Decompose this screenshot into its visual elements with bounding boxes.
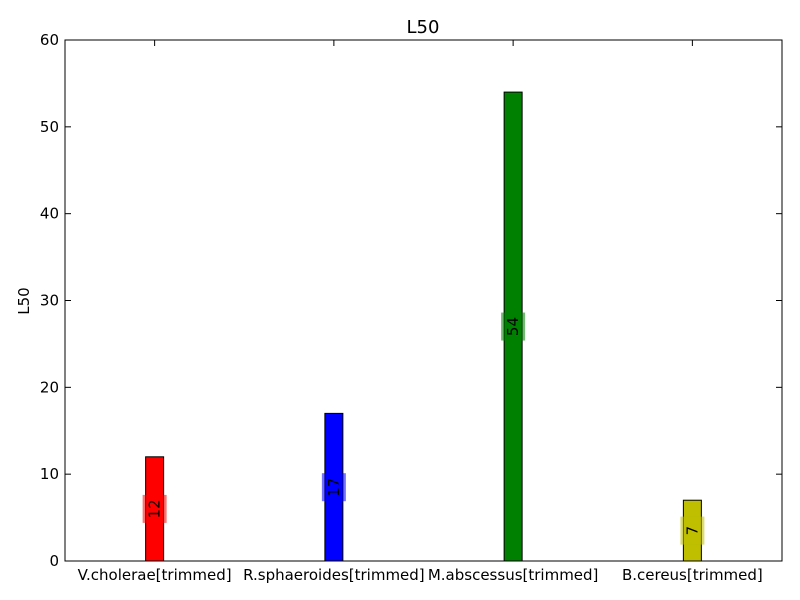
y-tick-label: 50 [40, 118, 59, 136]
x-tick-label: B.cereus[trimmed] [622, 566, 763, 584]
y-tick-label: 40 [40, 205, 59, 223]
data-label-box [680, 516, 705, 545]
x-tick-label: M.abscessus[trimmed] [428, 566, 599, 584]
y-axis: 0 10 20 30 40 50 60 [40, 31, 782, 570]
y-axis-label: L50 [15, 287, 33, 314]
data-label-box [142, 494, 167, 523]
plot-frame [64, 39, 783, 562]
x-tick-label: V.cholerae[trimmed] [78, 566, 232, 584]
y-tick-label: 0 [49, 552, 59, 570]
x-tick-label: R.sphaeroides[trimmed] [243, 566, 425, 584]
data-label-box [321, 473, 346, 502]
data-label: 12 [146, 499, 164, 518]
data-label-box [501, 312, 526, 341]
bars: 12 17 54 7 [142, 91, 705, 562]
chart-title: L50 [407, 17, 440, 38]
y-tick-label: 60 [40, 31, 59, 49]
y-tick-label: 20 [40, 378, 59, 396]
y-tick-label: 30 [40, 292, 59, 310]
data-label: 17 [325, 478, 343, 497]
data-label: 7 [683, 526, 701, 536]
y-tick-label: 10 [40, 465, 59, 483]
data-label: 54 [504, 317, 522, 336]
x-axis: V.cholerae[trimmed] R.sphaeroides[trimmed… [78, 40, 763, 584]
